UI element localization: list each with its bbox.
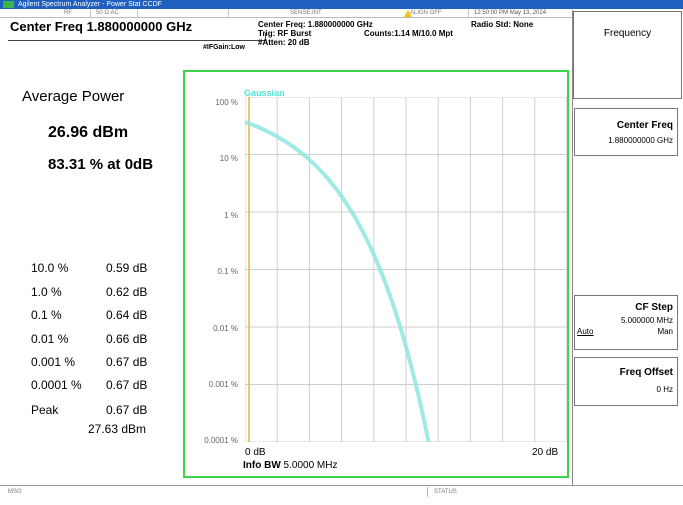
y-axis-label: 1 % [188, 211, 238, 220]
stat-db: 0.67 dB [106, 378, 147, 392]
stat-db: 0.62 dB [106, 285, 147, 299]
auto-option[interactable]: Auto [577, 327, 593, 336]
average-power-dbm: 26.96 dBm [48, 124, 128, 142]
y-axis-label: 0.1 % [188, 267, 238, 276]
gaussian-curve [245, 122, 429, 442]
average-power-percent: 83.31 % at 0dB [48, 156, 153, 173]
header-divider [8, 33, 266, 41]
stat-db: 0.59 dB [106, 261, 147, 275]
rf-indicator: RF [64, 10, 72, 16]
y-axis-label: 10 % [188, 154, 238, 163]
stat-percent: 0.1 % [31, 308, 62, 322]
x-axis-start: 0 dB [245, 447, 266, 458]
menu-title-frequency: Frequency [573, 11, 682, 99]
y-axis-label: 100 % [188, 98, 238, 107]
y-axis-label: 0.0001 % [188, 436, 238, 445]
meas-center-freq: Center Freq: 1.880000000 GHz [258, 20, 373, 29]
stat-percent: Peak [31, 403, 58, 417]
window-title: Agilent Spectrum Analyzer - Power Stat C… [18, 1, 162, 8]
stat-row-peak: Peak 0.67 dB [31, 403, 171, 423]
msg-label: MSG [8, 489, 22, 495]
peak-dbm: 27.63 dBm [88, 422, 146, 436]
center-freq-softkey[interactable]: Center Freq 1.880000000 GHz [574, 108, 678, 156]
y-axis-label: 0.01 % [188, 324, 238, 333]
softkey-title: Center Freq [617, 120, 673, 131]
stat-percent: 1.0 % [31, 285, 62, 299]
if-gain-label: #IFGain:Low [203, 44, 245, 51]
sense-indicator: SENSE:INT [290, 10, 322, 16]
align-status: ALIGN OFF [398, 10, 442, 16]
x-axis-end: 20 dB [532, 447, 558, 458]
stat-row: 0.001 % 0.67 dB [31, 355, 171, 375]
average-power-title: Average Power [22, 88, 124, 105]
radio-std: Radio Std: None [471, 20, 533, 29]
info-bandwidth: Info BW 5.0000 MHz [243, 460, 337, 471]
stat-db: 0.67 dB [106, 355, 147, 369]
coupling-indicator: 50 Ω AC [96, 10, 119, 16]
softkey-title: CF Step [635, 302, 673, 313]
window-title-bar: Agilent Spectrum Analyzer - Power Stat C… [0, 0, 683, 9]
stat-db: 0.64 dB [106, 308, 147, 322]
softkey-value: 1.880000000 GHz [608, 136, 673, 145]
stat-percent: 0.01 % [31, 332, 68, 346]
status-bar: MSG STATUS [0, 485, 683, 505]
softkey-value: 5.000000 MHz [621, 316, 673, 325]
center-freq-header[interactable]: Center Freq 1.880000000 GHz [10, 19, 192, 34]
datetime: 12:50:00 PM May 13, 2024 [474, 10, 546, 16]
stat-row: 0.01 % 0.66 dB [31, 332, 171, 352]
measurement-settings: Center Freq: 1.880000000 GHz Trig: RF Bu… [258, 20, 373, 47]
app-icon [3, 1, 14, 8]
counts-readout: Counts:1.14 M/10.0 Mpt [364, 29, 453, 38]
stat-percent: 0.001 % [31, 355, 75, 369]
cf-step-softkey[interactable]: CF Step 5.000000 MHz Auto Man [574, 295, 678, 350]
stat-db: 0.66 dB [106, 332, 147, 346]
atten-setting: #Atten: 20 dB [258, 38, 373, 47]
stat-row: 10.0 % 0.59 dB [31, 261, 171, 281]
ccdf-plot [245, 97, 567, 442]
freq-offset-softkey[interactable]: Freq Offset 0 Hz [574, 357, 678, 406]
stat-row: 0.0001 % 0.67 dB [31, 378, 171, 398]
stat-percent: 10.0 % [31, 261, 68, 275]
stat-db: 0.67 dB [106, 403, 147, 417]
trigger-setting: Trig: RF Burst [258, 29, 373, 38]
man-option[interactable]: Man [657, 327, 673, 336]
y-axis-label: 0.001 % [188, 380, 238, 389]
stat-percent: 0.0001 % [31, 378, 82, 392]
status-label: STATUS [434, 489, 457, 495]
softkey-title: Freq Offset [620, 367, 673, 378]
stat-row: 0.1 % 0.64 dB [31, 308, 171, 328]
softkey-value: 0 Hz [657, 385, 673, 394]
gaussian-label: Gaussian [244, 88, 285, 98]
stat-row: 1.0 % 0.62 dB [31, 285, 171, 305]
